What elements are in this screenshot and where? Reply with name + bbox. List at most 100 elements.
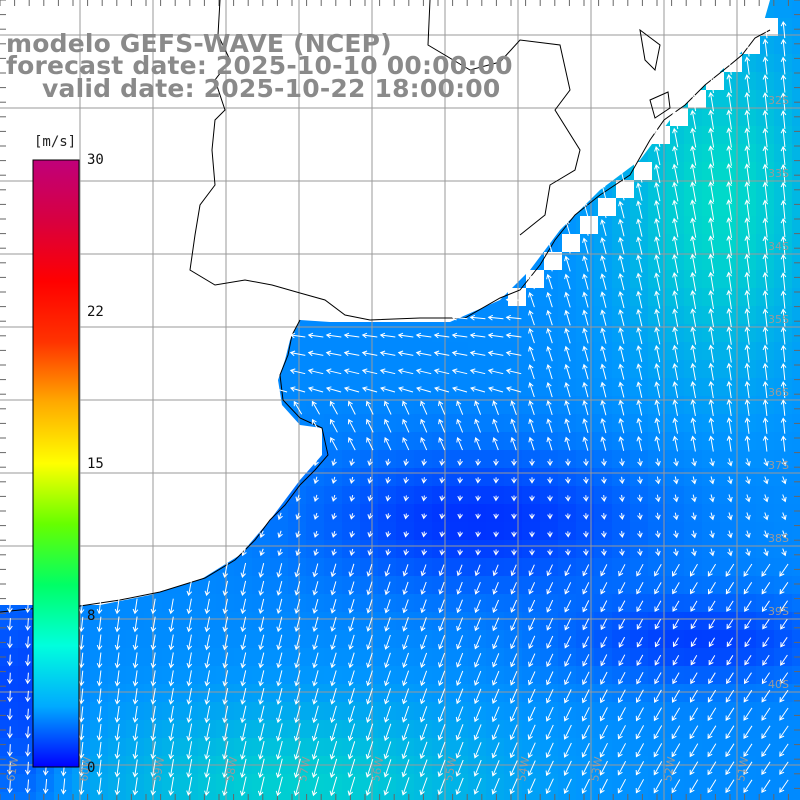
speed-cell (774, 648, 793, 667)
colorbar-tick-30: 30 (87, 152, 104, 168)
wind-arrow (403, 549, 409, 556)
speed-cell (432, 342, 451, 361)
wind-arrow (470, 386, 486, 393)
speed-cell (432, 360, 451, 379)
wind-arrow (384, 581, 391, 596)
wind-arrow (222, 705, 229, 724)
wind-arrow (564, 436, 571, 451)
wind-arrow (258, 705, 265, 724)
speed-cell (342, 378, 361, 397)
wind-arrow (168, 777, 174, 796)
wind-arrow (545, 778, 554, 795)
speed-cell (684, 594, 703, 613)
speed-cell (324, 648, 343, 667)
wind-arrow (325, 350, 342, 357)
wind-arrow (672, 127, 679, 148)
wind-arrow (492, 653, 500, 668)
wind-arrow (420, 400, 428, 415)
wind-arrow (619, 494, 625, 503)
wind-arrow (361, 368, 378, 375)
speed-cell (90, 648, 109, 667)
speed-cell (774, 792, 793, 800)
wind-arrow (600, 582, 608, 595)
wind-arrow (348, 634, 355, 651)
wind-arrow (654, 344, 661, 363)
wind-arrow (618, 600, 626, 613)
wind-arrow (708, 253, 715, 274)
wind-arrow (457, 513, 463, 520)
wind-arrow (474, 635, 482, 650)
speed-cell (414, 540, 433, 559)
speed-cell (378, 684, 397, 703)
wind-arrow (617, 743, 627, 758)
wind-arrow (343, 332, 360, 339)
wind-arrow (581, 760, 590, 776)
speed-cell (792, 378, 800, 397)
border-river-path (427, 0, 581, 236)
wind-arrow (366, 437, 374, 451)
wind-arrow (582, 582, 590, 595)
speed-cell (702, 738, 721, 757)
wind-arrow (294, 563, 301, 578)
wind-arrow (762, 271, 769, 292)
wind-arrow (488, 386, 504, 393)
speed-cell (252, 540, 271, 559)
speed-cell (558, 666, 577, 685)
wind-arrow (96, 688, 103, 705)
wind-arrow (762, 290, 769, 309)
speed-cell (324, 612, 343, 631)
wind-arrow (726, 672, 734, 685)
speed-cell (684, 612, 703, 631)
speed-cell (414, 684, 433, 703)
wind-arrow (329, 418, 338, 433)
speed-cell (738, 792, 757, 800)
speed-cell (792, 342, 800, 361)
speed-cell (234, 702, 253, 721)
wind-arrow (637, 494, 643, 503)
speed-cell (612, 612, 631, 631)
wind-arrow (240, 723, 247, 742)
speed-cell (252, 612, 271, 631)
wind-arrow (366, 652, 373, 669)
wind-arrow (780, 290, 787, 309)
speed-cell (720, 648, 739, 667)
wind-arrow (761, 707, 771, 721)
speed-cell (576, 486, 595, 505)
wind-arrow (654, 363, 661, 381)
speed-cell (450, 378, 469, 397)
speed-cell (756, 738, 775, 757)
wind-arrow (168, 705, 174, 724)
speed-cell (306, 684, 325, 703)
wind-arrow (330, 599, 337, 614)
wind-arrow (690, 619, 698, 630)
wind-arrow (528, 653, 536, 668)
speed-cell (378, 378, 397, 397)
wind-arrow (438, 599, 445, 614)
speed-cell (234, 684, 253, 703)
wind-arrow (7, 654, 13, 667)
speed-cell (324, 324, 343, 343)
wind-arrow (654, 128, 661, 148)
wind-arrow (617, 707, 626, 722)
speed-cell (486, 702, 505, 721)
wind-arrow (403, 477, 409, 484)
wind-arrow (451, 368, 468, 375)
wind-arrow (762, 217, 769, 238)
speed-cell (738, 702, 757, 721)
speed-cell (234, 594, 253, 613)
speed-cell (306, 360, 325, 379)
wind-arrow (505, 332, 522, 339)
speed-cell (414, 342, 433, 361)
speed-cell (378, 432, 397, 451)
wind-arrow (492, 564, 499, 577)
speed-cell (612, 648, 631, 667)
wind-arrow (780, 181, 787, 202)
speed-cell (540, 666, 559, 685)
wind-arrow (475, 549, 481, 556)
speed-cell (180, 774, 199, 793)
wind-arrow (743, 725, 753, 740)
wind-arrow (311, 740, 319, 760)
speed-cell (162, 666, 181, 685)
wind-arrow (744, 600, 752, 613)
wind-arrow (635, 725, 645, 740)
